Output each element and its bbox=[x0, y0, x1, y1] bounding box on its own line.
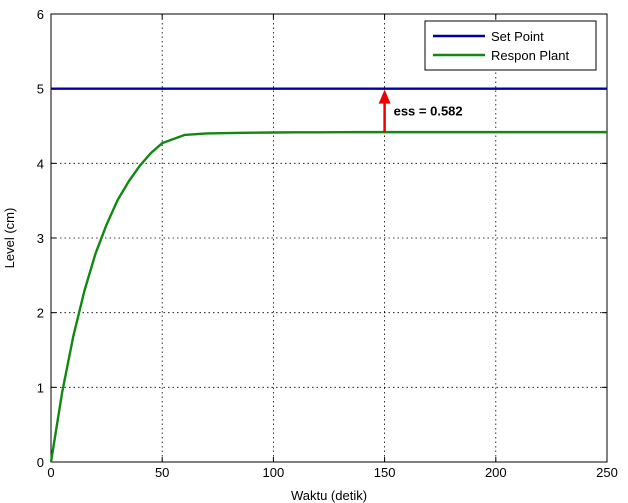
series-line-1 bbox=[49, 130, 607, 463]
ess-annotation-label: ess = 0.582 bbox=[394, 103, 463, 118]
y-tick-label: 2 bbox=[37, 306, 44, 321]
y-tick-label: 0 bbox=[37, 455, 44, 470]
annotation-group: ess = 0.582 bbox=[378, 89, 463, 133]
x-tick-label: 0 bbox=[47, 465, 54, 480]
legend-label-0: Set Point bbox=[491, 29, 544, 44]
series-group bbox=[49, 87, 607, 463]
legend-box bbox=[424, 20, 597, 71]
y-tick-label: 5 bbox=[37, 82, 44, 97]
y-tick-label: 1 bbox=[37, 380, 44, 395]
y-tick-label: 4 bbox=[37, 156, 44, 171]
y-axis-label: Level (cm) bbox=[2, 208, 17, 269]
y-tick-label: 6 bbox=[37, 7, 44, 22]
axis-ticks: 0 50 100 150 200 250 0 1 2 3 4 5 6 bbox=[37, 7, 618, 480]
x-tick-label: 50 bbox=[155, 465, 169, 480]
x-tick-label: 250 bbox=[596, 465, 618, 480]
y-tick-label: 3 bbox=[37, 231, 44, 246]
x-tick-label: 150 bbox=[374, 465, 396, 480]
x-tick-label: 200 bbox=[485, 465, 507, 480]
legend: Set Point Respon Plant bbox=[424, 20, 597, 71]
x-axis-label: Waktu (detik) bbox=[291, 488, 367, 503]
legend-label-1: Respon Plant bbox=[491, 48, 569, 63]
ess-arrow-head bbox=[378, 89, 391, 104]
x-tick-label: 100 bbox=[263, 465, 285, 480]
grid bbox=[51, 14, 607, 462]
